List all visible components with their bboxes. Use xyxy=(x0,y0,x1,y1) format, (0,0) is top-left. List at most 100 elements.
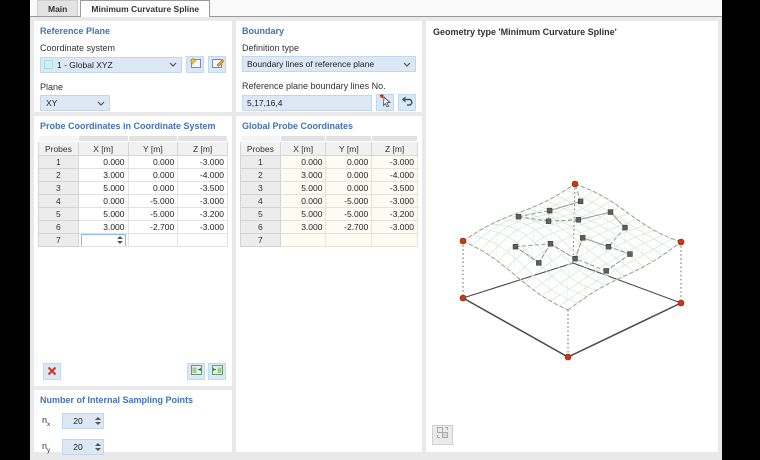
coordinate-cell: -5.000 xyxy=(325,194,373,208)
tab-minimum-curvature-spline[interactable]: Minimum Curvature Spline xyxy=(80,0,211,17)
coordinate-cell[interactable]: -3.200 xyxy=(177,207,228,221)
import-table-button[interactable] xyxy=(187,363,205,380)
row-number[interactable]: 3 xyxy=(38,181,79,195)
nx-spin-arrows[interactable] xyxy=(93,417,103,425)
row-number[interactable]: 5 xyxy=(38,207,79,221)
coordinate-cell[interactable] xyxy=(77,233,129,247)
probe-marker xyxy=(603,268,609,274)
probe-connection-dashed xyxy=(574,237,584,259)
delete-x-icon xyxy=(47,363,57,381)
boundary-lines-value: 5,17,16,4 xyxy=(247,97,283,108)
coordinate-cell[interactable]: 0.000 xyxy=(77,155,129,169)
coordinate-cell[interactable]: -4.000 xyxy=(177,168,228,182)
probe-connection-dashed xyxy=(518,210,550,218)
new-coordinate-system-button[interactable] xyxy=(186,56,204,73)
row-number[interactable]: 1 xyxy=(38,155,79,169)
table-row: 1 0.000 0.000 -3.000 xyxy=(38,155,228,169)
row-number: 3 xyxy=(240,181,281,195)
probe-marker xyxy=(605,244,612,250)
corner-node xyxy=(677,299,685,307)
ny-spin-arrows[interactable] xyxy=(93,443,103,451)
coordinate-cell[interactable]: 5.000 xyxy=(77,181,129,195)
probe-connection-dashed xyxy=(548,219,579,222)
coordinate-cell[interactable]: 0.000 xyxy=(127,168,179,182)
export-table-button[interactable] xyxy=(208,363,226,380)
probe-connection-dashed xyxy=(608,246,631,255)
cell-spin-arrows[interactable] xyxy=(115,236,125,244)
row-number: 4 xyxy=(240,194,281,208)
coordinate-cell[interactable]: -2.700 xyxy=(127,220,179,234)
coordinate-cell[interactable]: -3.500 xyxy=(177,181,228,195)
table-row: 6 3.000 -2.700 -3.000 xyxy=(240,220,418,234)
new-coordinate-system-icon xyxy=(188,56,202,74)
coordinate-cell[interactable] xyxy=(177,233,228,247)
column-header: Probes xyxy=(240,141,281,156)
coordinate-cell: 5.000 xyxy=(279,181,327,195)
pick-cursor-icon xyxy=(379,93,392,112)
dialog-content: Main Minimum Curvature Spline Reference … xyxy=(30,0,722,460)
coordinate-system-label: Coordinate system xyxy=(40,43,116,53)
pick-lines-button[interactable] xyxy=(376,93,394,112)
coordinate-cell[interactable]: 3.000 xyxy=(77,168,129,182)
definition-type-dropdown[interactable]: Boundary lines of reference plane xyxy=(242,56,416,72)
tab-main[interactable]: Main xyxy=(37,0,79,16)
table-row: 3 5.000 0.000 -3.500 xyxy=(38,181,228,195)
probe-marker xyxy=(607,209,614,215)
coordinate-cell: -4.000 xyxy=(371,168,418,182)
row-number[interactable]: 7 xyxy=(38,233,79,247)
row-number[interactable]: 6 xyxy=(38,220,79,234)
row-number: 7 xyxy=(240,233,281,247)
coordinate-system-dropdown[interactable]: 1 - Global XYZ xyxy=(40,56,182,73)
table-row: 5 5.000 -5.000 -3.200 xyxy=(240,207,418,221)
corner-node xyxy=(459,237,467,245)
row-number[interactable]: 4 xyxy=(38,194,79,208)
coordinate-cell[interactable]: 0.000 xyxy=(127,155,179,169)
plane-dropdown[interactable]: XY xyxy=(40,95,110,111)
probe-marker xyxy=(546,207,553,214)
coordinate-cell[interactable]: -5.000 xyxy=(127,194,179,208)
nx-label: nx xyxy=(42,414,51,428)
table-row: 7 xyxy=(240,233,418,247)
view-options-button[interactable] xyxy=(432,425,453,445)
mesh-line-u xyxy=(559,238,673,307)
column-header: Y [m] xyxy=(127,141,179,156)
active-edit-cell[interactable] xyxy=(80,234,126,246)
probe-connection-dashed xyxy=(605,253,631,272)
coordinate-cell: 0.000 xyxy=(325,155,373,169)
row-number: 2 xyxy=(240,168,281,182)
coordinate-cell[interactable]: -3.000 xyxy=(177,220,228,234)
definition-type-value: Boundary lines of reference plane xyxy=(247,59,375,69)
corner-node xyxy=(564,353,572,361)
nx-stepper[interactable]: 20 xyxy=(62,413,104,429)
row-number[interactable]: 2 xyxy=(38,168,79,182)
coordinate-cell[interactable]: -3.000 xyxy=(177,155,228,169)
global-probe-coordinates-section: Global Probe Coordinates Probes X [m] Y [m… xyxy=(236,116,422,452)
chevron-down-icon xyxy=(399,62,415,67)
coordinate-cell: -2.700 xyxy=(325,220,373,234)
geometry-preview-panel: Geometry type 'Minimum Curvature Spline' xyxy=(426,21,718,452)
delete-all-rows-button[interactable] xyxy=(43,363,61,380)
section-title: Global Probe Coordinates xyxy=(242,121,354,131)
boundary-lines-input[interactable]: 5,17,16,4 xyxy=(242,94,372,111)
column-header: Z [m] xyxy=(177,141,228,156)
coordinate-cell: 5.000 xyxy=(279,207,327,221)
ny-label: ny xyxy=(42,440,51,454)
global-probe-table: Probes X [m] Y [m] Z [m] 1 0.000 0.000 -3.000 2 3… xyxy=(240,135,418,247)
coordinate-cell[interactable]: 5.000 xyxy=(77,207,129,221)
coordinate-cell[interactable]: -3.000 xyxy=(177,194,228,208)
probe-marker xyxy=(512,244,519,250)
coordinate-cell[interactable]: 3.000 xyxy=(77,220,129,234)
coordinate-cell[interactable] xyxy=(127,233,179,247)
boundary-lines-label: Reference plane boundary lines No. xyxy=(242,81,386,91)
coordinate-cell: -5.000 xyxy=(325,207,373,221)
chevron-down-icon xyxy=(93,101,109,106)
ny-stepper[interactable]: 20 xyxy=(62,439,104,455)
probe-connection-dashed xyxy=(549,200,581,212)
coordinate-cell[interactable]: -5.000 xyxy=(127,207,179,221)
table-row: 7 xyxy=(38,233,228,247)
coordinate-cell[interactable]: 0.000 xyxy=(77,194,129,208)
undo-button[interactable] xyxy=(398,94,416,111)
edit-coordinate-system-button[interactable] xyxy=(208,56,226,73)
coordinate-cell: -3.000 xyxy=(371,220,418,234)
coordinate-cell[interactable]: 0.000 xyxy=(127,181,179,195)
